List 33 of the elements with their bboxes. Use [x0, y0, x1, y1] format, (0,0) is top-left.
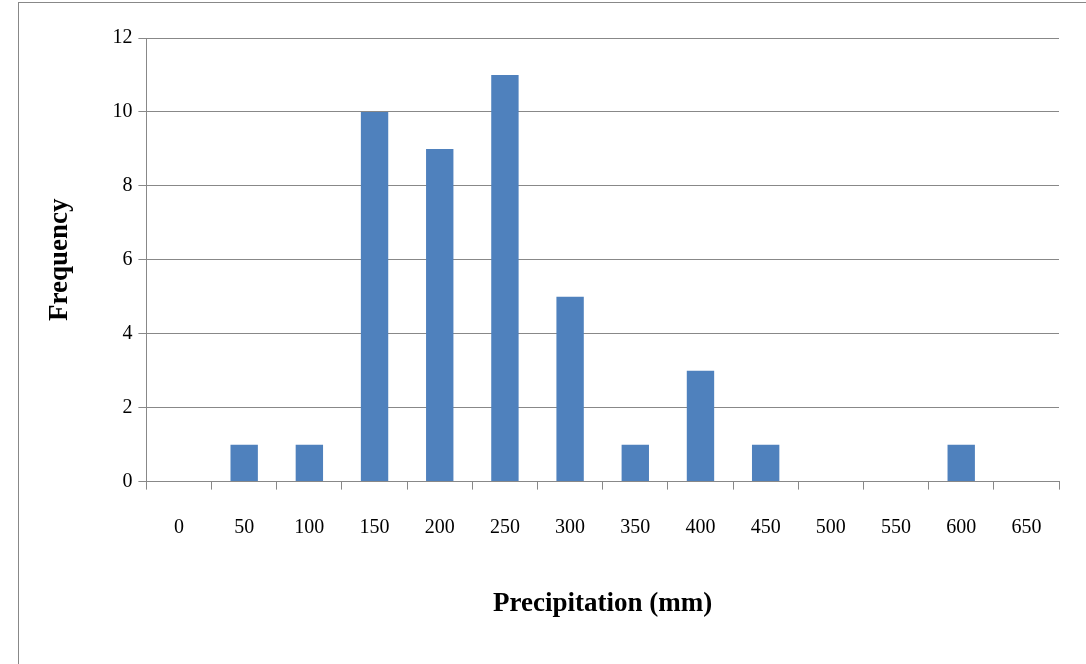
x-tick-label: 200 [424, 514, 455, 537]
bar [686, 370, 715, 482]
bar [426, 148, 454, 482]
y-tick-label: 8 [122, 173, 133, 196]
y-tick-label: 2 [122, 394, 133, 417]
y-tick-label: 4 [122, 320, 133, 343]
bar [751, 444, 780, 482]
x-tick-label: 550 [881, 514, 912, 537]
y-tick-label: 10 [112, 99, 133, 122]
x-tick-label: 500 [815, 514, 846, 537]
x-tick-label: 250 [489, 514, 520, 537]
bar [491, 74, 519, 482]
x-tick-label: 150 [359, 514, 390, 537]
x-axis-title: Precipitation (mm) [493, 586, 713, 617]
bar [230, 444, 258, 482]
y-axis-title: Frequency [43, 198, 74, 322]
y-tick-label: 6 [122, 247, 133, 270]
y-tick-label: 12 [112, 25, 133, 48]
bar [947, 444, 975, 482]
x-tick-label: 0 [173, 514, 184, 537]
x-tick-label: 100 [294, 514, 325, 537]
x-tick-label: 350 [620, 514, 651, 537]
x-tick-label: 50 [234, 514, 255, 537]
bar [621, 444, 649, 482]
x-tick-label: 300 [555, 514, 586, 537]
bar [556, 296, 584, 482]
bar [360, 111, 389, 482]
bar [295, 444, 324, 482]
x-tick-label: 450 [750, 514, 781, 537]
x-tick-label: 400 [685, 514, 716, 537]
y-tick-label: 0 [122, 468, 133, 491]
x-tick-label: 650 [1011, 514, 1042, 537]
x-tick-label: 600 [946, 514, 977, 537]
